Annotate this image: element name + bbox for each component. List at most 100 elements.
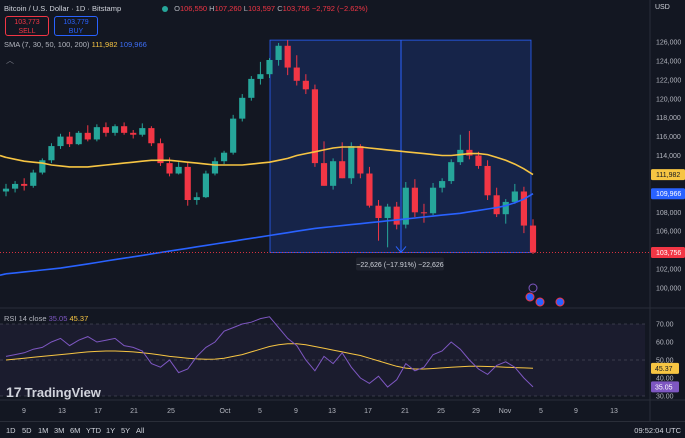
candle-body xyxy=(448,162,455,182)
sma-indicator-legend[interactable]: SMA (7, 30, 50, 100, 200) 111,982 109,96… xyxy=(4,40,147,49)
candle-body xyxy=(475,155,482,166)
price-tick-label: 114,000 xyxy=(656,153,681,160)
time-tick-label: 17 xyxy=(364,408,372,415)
timeframe-1m[interactable]: 1M xyxy=(38,426,49,435)
last-price-badge-bg xyxy=(651,246,685,258)
rsi-tick-label: 60.00 xyxy=(656,340,674,347)
candle-body xyxy=(529,225,537,253)
candle-body xyxy=(121,126,128,133)
time-tick-label: 13 xyxy=(328,408,336,415)
candle-body xyxy=(102,127,110,133)
candle-body xyxy=(275,45,282,60)
candle-body xyxy=(284,45,291,68)
candle-body xyxy=(111,126,119,133)
candle-body xyxy=(357,146,364,174)
candle-body xyxy=(184,166,191,201)
rsi-tick-label: 30.00 xyxy=(656,394,674,401)
time-tick-label: 13 xyxy=(58,408,66,415)
tradingview-logo-mark: 17 xyxy=(6,384,22,400)
bottom-toolbar: 1D 5D 1M 3M 6M YTD 1Y 5Y All 09:52:04 UT… xyxy=(0,421,685,438)
sma-yellow-lead xyxy=(0,154,7,159)
rsi-tick-label: 70.00 xyxy=(656,322,674,329)
timeframe-5y[interactable]: 5Y xyxy=(121,426,131,435)
measure-arrow-head xyxy=(395,246,407,254)
price-tick-label: 124,000 xyxy=(656,58,681,65)
candle-body xyxy=(348,146,355,179)
event-flag-icon xyxy=(525,292,535,302)
timeframe-5d[interactable]: 5D xyxy=(22,426,32,435)
buy-button[interactable]: 103,779 BUY xyxy=(54,16,98,36)
candle-body xyxy=(75,132,82,145)
sell-button[interactable]: 103,773 SELL xyxy=(5,16,49,36)
rsi-badge-bg xyxy=(651,381,679,393)
rsi-indicator-legend[interactable]: RSI 14 close 35.05 45.37 xyxy=(4,314,89,323)
price-tick-label: 118,000 xyxy=(656,115,681,122)
sma-line-blue xyxy=(5,193,534,275)
time-tick-label: 25 xyxy=(167,408,175,415)
candle-body xyxy=(30,172,37,186)
candle-body xyxy=(175,166,182,174)
candle-body xyxy=(520,191,528,226)
candle-body xyxy=(339,161,346,179)
timeframe-1d[interactable]: 1D xyxy=(6,426,16,435)
rsi-band xyxy=(0,324,645,396)
candle-body xyxy=(293,67,300,81)
utc-clock[interactable]: 09:52:04 UTC xyxy=(634,426,681,435)
price-tick-label: 116,000 xyxy=(656,134,681,141)
chart-canvas[interactable]: −22,626 (−17.91%) −22,626 126,000 124,000 1… xyxy=(0,0,685,421)
price-tick-label: 120,000 xyxy=(656,96,681,103)
candle-body xyxy=(230,118,237,153)
time-tick-label: 5 xyxy=(258,408,262,415)
rsi-ma-value: 45.37 xyxy=(69,314,89,323)
candle-body xyxy=(366,173,373,206)
candle-body xyxy=(84,132,91,140)
candle-body xyxy=(166,163,173,174)
timeframe-all[interactable]: All xyxy=(136,426,145,435)
collapse-legend-icon[interactable]: ︿ xyxy=(6,56,14,65)
measure-label-box xyxy=(356,257,444,271)
sma-value-yellow: 111,982 xyxy=(91,40,118,49)
rsi-tick-label: 40.00 xyxy=(656,376,674,383)
candle-body xyxy=(130,132,137,135)
sma-line-yellow xyxy=(5,146,534,176)
time-tick-label: 9 xyxy=(574,408,578,415)
candle-body xyxy=(157,143,164,164)
sma-yellow-badge-bg xyxy=(651,169,685,181)
candle-body xyxy=(39,160,46,173)
timeframe-ytd[interactable]: YTD xyxy=(86,426,101,435)
candle-body xyxy=(21,183,28,186)
rsi-ma-badge: 45.37 xyxy=(655,366,673,373)
tradingview-logo[interactable]: 17 TradingView xyxy=(6,384,101,400)
ohlc-readout: O106,550 H107,260 L103,597 C103,756 −2,7… xyxy=(162,4,368,13)
event-flag-icon xyxy=(535,297,545,307)
sma-blue-badge-bg xyxy=(651,188,685,200)
candle-body xyxy=(239,97,246,119)
timeframe-1y[interactable]: 1Y xyxy=(106,426,116,435)
candle-body xyxy=(411,187,418,213)
price-tick-label: 126,000 xyxy=(656,40,681,47)
candle-body xyxy=(302,80,309,90)
candle-body xyxy=(511,191,518,202)
time-tick-label: 9 xyxy=(294,408,298,415)
price-tick-label: 106,000 xyxy=(656,229,681,236)
time-tick-label: 13 xyxy=(610,408,618,415)
last-price-badge: 103,756 xyxy=(656,250,681,257)
sma-yellow-badge: 111,982 xyxy=(656,172,680,179)
candle-body xyxy=(2,188,10,192)
measure-label: −22,626 (−17.91%) −22,626 xyxy=(356,262,443,269)
candle-body xyxy=(457,149,464,163)
price-tick-label: 108,000 xyxy=(656,210,681,217)
candle-body xyxy=(66,136,73,145)
time-tick-label: 21 xyxy=(401,408,409,415)
currency-label[interactable]: USD xyxy=(655,4,670,11)
candle-body xyxy=(57,136,64,147)
rsi-ma-line xyxy=(5,343,534,370)
candle-body xyxy=(220,152,228,162)
candle-body xyxy=(420,212,428,214)
candle-body xyxy=(330,161,337,186)
market-status-icon xyxy=(162,6,168,12)
timeframe-6m[interactable]: 6M xyxy=(70,426,81,435)
timeframe-3m[interactable]: 3M xyxy=(54,426,65,435)
candle-body xyxy=(148,128,155,144)
candle-body xyxy=(429,187,437,214)
